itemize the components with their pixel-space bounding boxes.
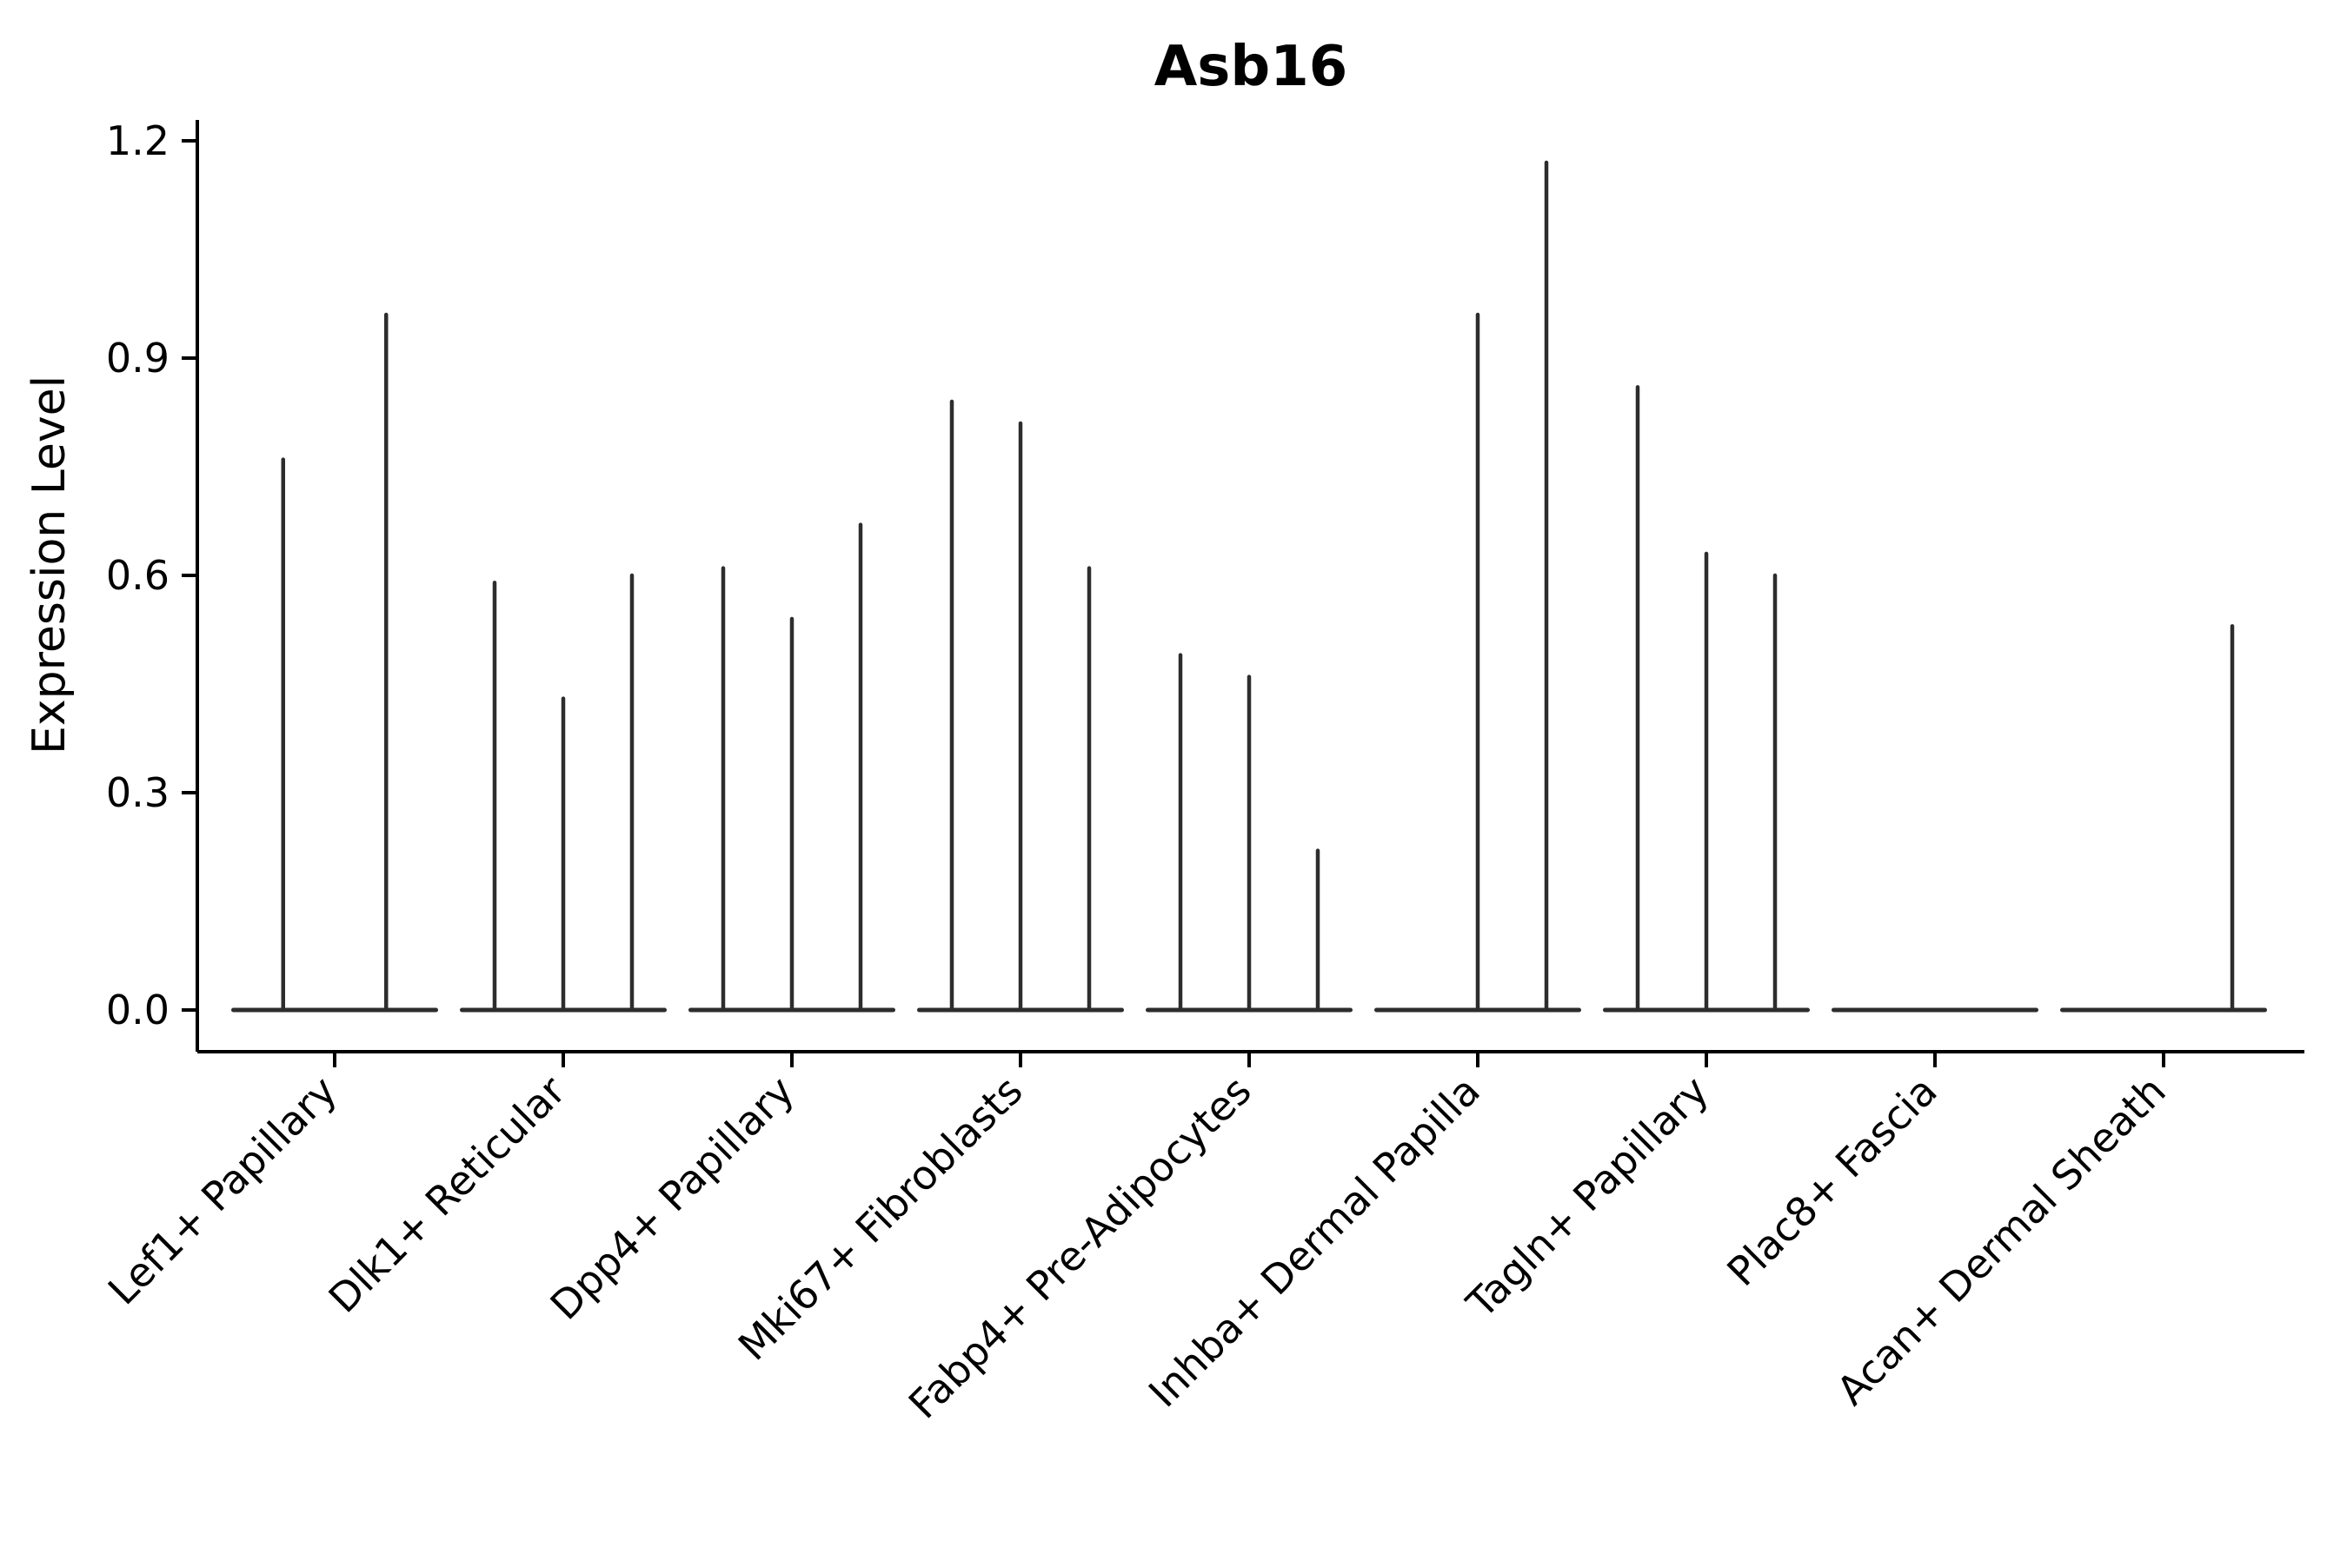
y-tick-label: 1.2: [106, 117, 170, 164]
y-tick-label: 0.0: [106, 987, 170, 1033]
chart-title: Asb16: [1154, 35, 1348, 99]
y-tick-label: 0.3: [106, 769, 170, 816]
x-tick-label: Lef1+ Papillary: [99, 1067, 346, 1314]
x-tick-label: Tagln+ Papillary: [1457, 1067, 1718, 1328]
x-tick-label: Dpp4+ Papillary: [542, 1067, 803, 1329]
x-tick-label: Plac8+ Fascia: [1718, 1067, 1945, 1295]
x-tick-label: Dlk1+ Reticular: [320, 1067, 575, 1322]
y-tick-label: 0.6: [106, 552, 170, 599]
y-axis-label: Expression Level: [23, 375, 76, 754]
y-tick-label: 0.9: [106, 335, 170, 382]
